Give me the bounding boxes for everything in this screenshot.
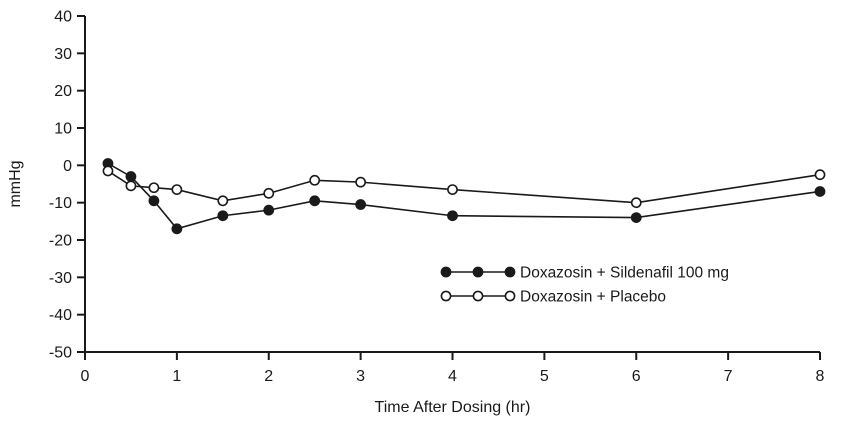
y-tick-label: 30 bbox=[54, 46, 72, 63]
x-tick-label: 6 bbox=[632, 368, 641, 385]
data-point-marker bbox=[355, 176, 367, 188]
y-tick-label: -30 bbox=[49, 270, 72, 287]
data-point-marker bbox=[171, 223, 183, 235]
data-point-marker bbox=[447, 210, 458, 222]
y-tick-label: 0 bbox=[63, 158, 72, 175]
data-point-marker bbox=[125, 180, 137, 192]
data-point-marker bbox=[102, 165, 114, 177]
data-point-marker bbox=[309, 195, 321, 207]
data-point-marker bbox=[263, 204, 275, 216]
data-point-marker bbox=[355, 199, 367, 210]
series-line bbox=[107, 162, 821, 230]
legend-marker-icon bbox=[504, 290, 516, 302]
legend-item: Doxazosin + Sildenafil 100 mg bbox=[440, 265, 729, 282]
y-tick-label: 10 bbox=[54, 121, 72, 138]
data-point-marker bbox=[125, 171, 137, 182]
data-point-marker bbox=[630, 212, 642, 223]
x-axis-title: Time After Dosing (hr) bbox=[375, 399, 531, 416]
data-point-marker bbox=[814, 169, 826, 181]
x-tick-label: 2 bbox=[264, 368, 273, 385]
y-tick-label: -10 bbox=[49, 195, 72, 212]
x-tick-label: 5 bbox=[540, 368, 549, 385]
x-tick-label: 4 bbox=[448, 368, 457, 385]
legend-marker-icon bbox=[472, 266, 484, 278]
data-point-marker bbox=[630, 197, 642, 209]
y-tick-label: -20 bbox=[49, 233, 72, 250]
data-point-marker bbox=[148, 182, 160, 194]
x-tick-label: 0 bbox=[81, 368, 90, 385]
data-point-marker bbox=[814, 186, 826, 197]
legend-marker-icon bbox=[440, 290, 452, 302]
legend-item: Doxazosin + Placebo bbox=[440, 289, 666, 306]
x-tick-label: 1 bbox=[172, 368, 181, 385]
y-tick-label: 40 bbox=[54, 9, 72, 26]
data-point-marker bbox=[309, 174, 321, 186]
legend-marker-icon bbox=[504, 266, 516, 278]
y-axis-title: mmHg bbox=[7, 160, 24, 207]
legend-marker-icon bbox=[472, 290, 484, 302]
data-point-marker bbox=[217, 210, 229, 222]
x-tick-label: 3 bbox=[356, 368, 365, 385]
legend-marker-icon bbox=[440, 266, 452, 278]
series-sildenafil bbox=[102, 158, 826, 235]
y-tick-label: -50 bbox=[49, 345, 72, 362]
legend: Doxazosin + Sildenafil 100 mg Doxazosin +… bbox=[440, 265, 729, 306]
data-point-marker bbox=[171, 184, 183, 195]
series-placebo bbox=[102, 165, 826, 209]
x-tick-label: 8 bbox=[816, 368, 825, 385]
legend-label: Doxazosin + Sildenafil 100 mg bbox=[520, 265, 729, 282]
y-tick-label: -40 bbox=[49, 307, 72, 324]
data-point-marker bbox=[217, 195, 229, 207]
data-point-marker bbox=[447, 184, 458, 195]
data-point-marker bbox=[148, 195, 160, 207]
legend-label: Doxazosin + Placebo bbox=[520, 289, 666, 306]
series-line bbox=[107, 170, 821, 204]
x-tick-label: 7 bbox=[724, 368, 733, 385]
data-point-marker bbox=[263, 187, 275, 199]
y-tick-label: 20 bbox=[54, 83, 72, 100]
